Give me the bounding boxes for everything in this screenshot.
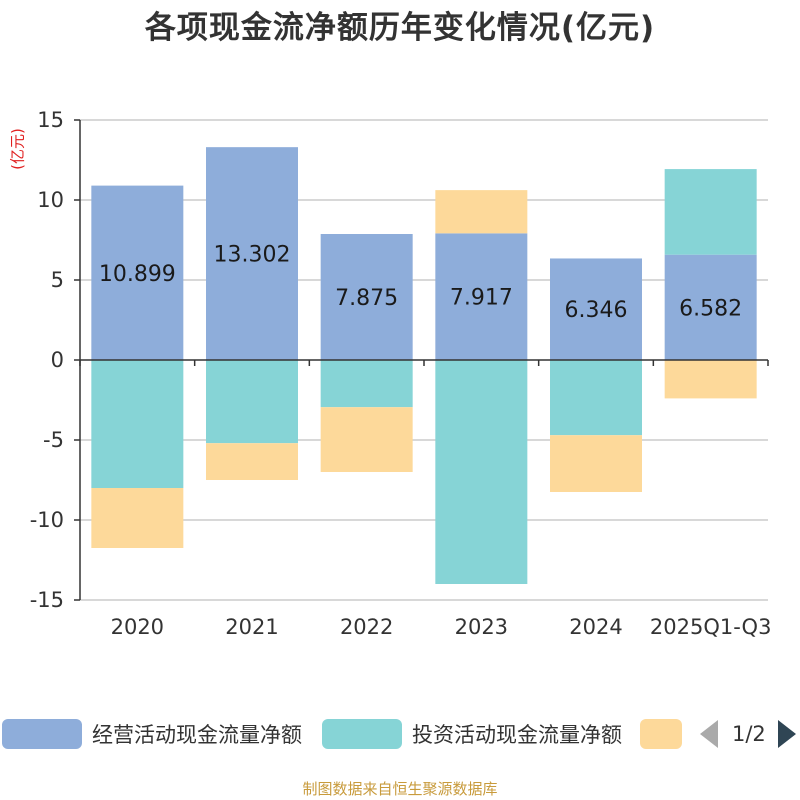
bar-s2-2025Q1-Q3	[664, 360, 757, 399]
data-label-2024: 6.346	[565, 298, 628, 323]
bar-s1-2020	[91, 360, 184, 488]
legend-swatch-investing	[322, 719, 402, 749]
x-tick-label-2022: 2022	[340, 615, 393, 639]
data-label-2022: 7.875	[335, 286, 398, 311]
bar-s1-2021	[206, 360, 298, 444]
data-source-note: 制图数据来自恒生聚源数据库	[302, 780, 498, 798]
data-label-2025Q1-Q3: 6.582	[679, 296, 742, 321]
bar-s2-2021	[206, 443, 298, 480]
legend-swatch-financing	[640, 719, 682, 749]
bar-s0-2023	[435, 233, 528, 360]
data-label-2020: 10.899	[99, 262, 176, 287]
bar-s1-2025Q1-Q3	[664, 169, 757, 255]
bar-s0-2020	[91, 185, 184, 360]
x-tick-label-2020: 2020	[111, 615, 164, 639]
chart-title: 各项现金流净额历年变化情况(亿元)	[144, 10, 656, 46]
y-tick-label-5: -10	[30, 508, 64, 532]
y-tick-label-4: -5	[43, 428, 64, 452]
bar-s2-2020	[91, 488, 184, 548]
bar-s2-2022	[320, 407, 413, 472]
y-tick-label-3: 0	[51, 348, 64, 372]
bar-s0-2024	[550, 258, 642, 360]
bar-s2-2024	[550, 435, 642, 492]
x-tick-label-2023: 2023	[455, 615, 508, 639]
bar-s1-2024	[550, 360, 642, 436]
legend-label-investing: 投资活动现金流量净额	[412, 723, 622, 747]
data-label-2021: 13.302	[214, 243, 291, 268]
x-tick-label-2021: 2021	[225, 615, 278, 639]
legend-page-indicator: 1/2	[732, 722, 766, 746]
x-tick-label-2024: 2024	[569, 615, 622, 639]
x-tick-label-2025Q1-Q3: 2025Q1-Q3	[650, 615, 772, 639]
legend-swatch-operating	[2, 719, 82, 749]
bar-s2-2023	[435, 190, 528, 234]
chart-plot: 15 10 5 0 -5 -10 -15 2020 2021 2022 2023 2024 2025Q1…	[30, 108, 772, 639]
bar-s0-2025Q1-Q3	[664, 254, 757, 360]
bar-s1-2023	[435, 360, 528, 584]
y-tick-label-0: 15	[37, 108, 64, 132]
legend-label-operating: 经营活动现金流量净额	[92, 723, 302, 747]
y-tick-label-1: 10	[37, 188, 64, 212]
y-tick-label-6: -15	[30, 588, 64, 612]
y-tick-label-2: 5	[51, 268, 64, 292]
bar-s0-2021	[206, 147, 298, 360]
bar-s0-2022	[320, 234, 413, 360]
legend-next-arrow-icon[interactable]	[777, 720, 796, 748]
legend-item-investing[interactable]: 投资活动现金流量净额	[322, 718, 622, 750]
legend-item-financing[interactable]	[640, 718, 692, 750]
data-label-2023: 7.917	[450, 286, 513, 311]
bar-s1-2022	[320, 360, 413, 408]
legend-item-operating[interactable]: 经营活动现金流量净额	[2, 718, 302, 750]
legend-pager: 1/2	[700, 718, 796, 750]
legend-prev-arrow-icon[interactable]	[700, 720, 718, 748]
